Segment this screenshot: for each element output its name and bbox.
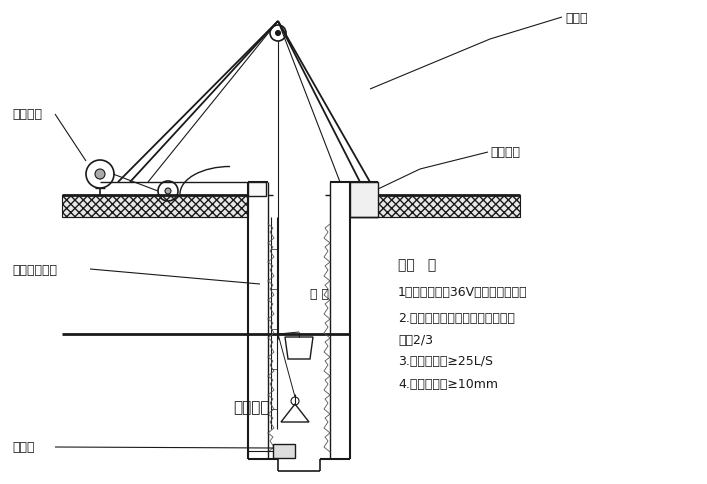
Text: 潜水泵: 潜水泵 bbox=[12, 440, 35, 454]
Text: 容量2/3: 容量2/3 bbox=[398, 333, 433, 346]
Text: 吊 桶: 吊 桶 bbox=[310, 288, 329, 301]
Bar bbox=[273, 444, 295, 458]
Text: 风机及送风管: 风机及送风管 bbox=[12, 263, 57, 276]
Bar bbox=[350, 196, 520, 217]
Text: 砖砌井圈: 砖砌井圈 bbox=[490, 146, 520, 159]
Circle shape bbox=[95, 170, 105, 180]
Text: 钢架管: 钢架管 bbox=[565, 12, 588, 25]
Circle shape bbox=[165, 189, 171, 195]
Text: 2.吊桶为皮桶，一次装土量不超过: 2.吊桶为皮桶，一次装土量不超过 bbox=[398, 311, 515, 324]
Text: 4.钢丝绳直径≥10mm: 4.钢丝绳直径≥10mm bbox=[398, 378, 498, 391]
Text: 电动葫芦: 电动葫芦 bbox=[12, 108, 42, 121]
Bar bbox=[62, 196, 248, 217]
Text: 1：孔内照明为36V低电压电灯灯泡: 1：孔内照明为36V低电压电灯灯泡 bbox=[398, 285, 527, 298]
Bar bbox=[350, 182, 378, 217]
Text: 照明灯具: 照明灯具 bbox=[233, 400, 269, 415]
Text: 说明   ：: 说明 ： bbox=[398, 257, 436, 272]
Circle shape bbox=[276, 31, 281, 36]
Text: 3.孔内送风量≥25L/S: 3.孔内送风量≥25L/S bbox=[398, 355, 493, 368]
Bar bbox=[248, 182, 266, 197]
